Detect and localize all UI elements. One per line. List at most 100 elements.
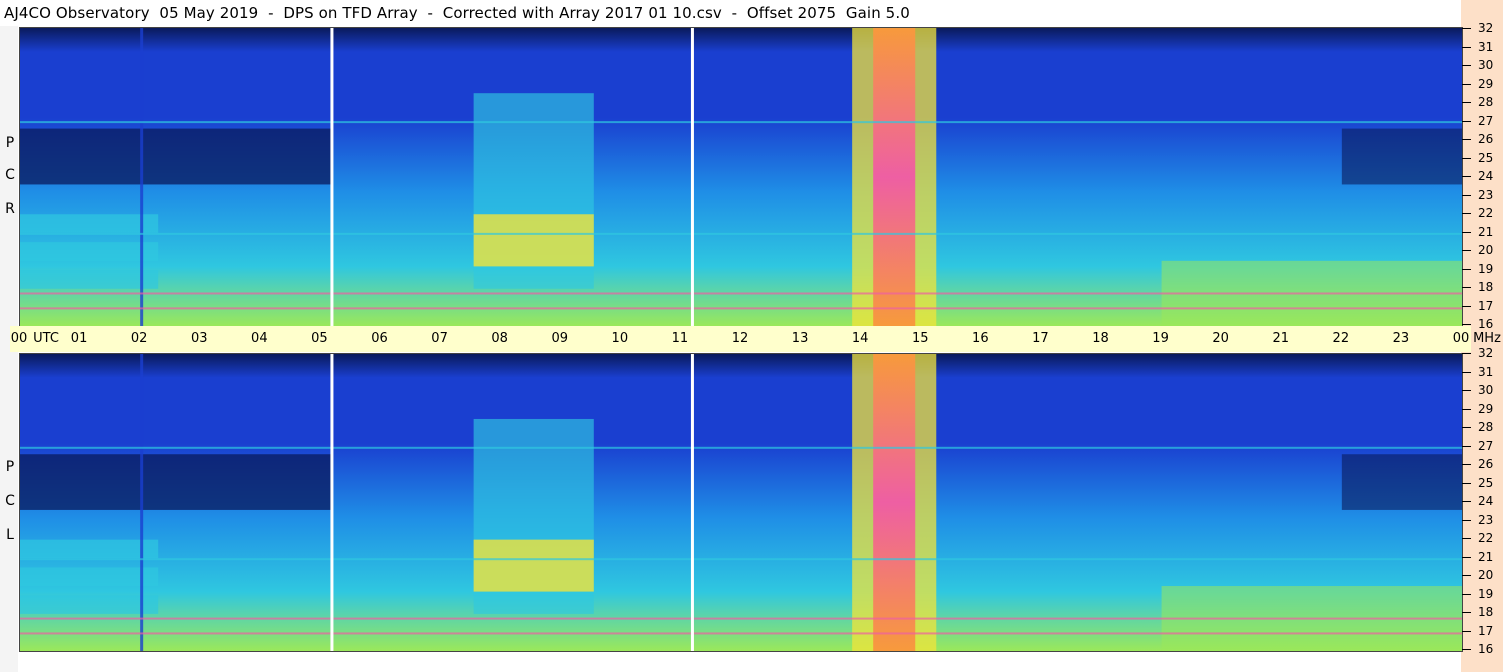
dark-column-02 [140,354,144,651]
rcp-letter-c: C [5,167,15,183]
freq-tick-label: 30 [1478,58,1494,72]
freq-tick [1462,231,1471,233]
freq-tick [1462,139,1471,140]
lcp-letter-c: C [5,493,15,509]
time-tick-label: 12 [731,331,749,346]
freq-tick-label: 20 [1478,568,1494,582]
data-gap-1 [690,28,694,326]
main-burst [873,354,916,651]
freq-tick-label: 23 [1478,187,1494,202]
secondary-band-core [473,214,594,267]
time-tick-label: 10 [611,331,629,346]
time-tick-label: 04 [251,331,268,346]
time-tick-label: 00 [10,331,28,346]
freq-tick-label: 19 [1478,261,1494,276]
time-tick-label: 11 [671,331,689,346]
freq-tick [1462,353,1471,354]
freq-tick-label: 25 [1478,475,1494,490]
freq-tick [1462,287,1471,288]
main-burst [873,28,916,326]
freq-tick-label: 17 [1478,623,1494,638]
left-margin [0,26,18,672]
lcp-letter-p: L [6,527,14,543]
freq-tick-label: 22 [1478,531,1494,545]
time-tick-label: 01 [70,331,88,346]
freq-tick-label: 22 [1478,206,1494,220]
freq-tick [1462,250,1471,251]
freq-tick [1462,194,1471,196]
data-gap-1 [690,354,694,651]
time-tick-label: 23 [1392,331,1410,346]
mhz-label: MHz [1473,331,1501,346]
freq-tick [1462,427,1471,428]
freq-tick [1462,630,1471,632]
rfi-line-2 [20,558,1462,561]
freq-tick-label: 26 [1478,132,1494,146]
freq-tick-label: 32 [1478,346,1494,360]
time-tick-label: 18 [1092,331,1109,346]
freq-tick [1462,593,1471,595]
rcp-letter-p: R [5,201,15,217]
freq-tick-label: 29 [1478,401,1494,416]
time-tick-label: 07 [431,331,448,346]
time-tick-label: 22 [1332,331,1350,346]
freq-tick [1462,324,1471,325]
freq-tick-label: 31 [1478,39,1494,54]
dark-band-early [20,454,333,510]
time-axis: 00 01 02 03 04 05 06 07 08 09 10 11 12 13 14 15 16 17 18 19… [10,326,1501,352]
early-band-1 [20,567,159,587]
freq-tick-label: 17 [1478,298,1494,313]
lcp-letter-l: P [5,459,15,475]
rcp-spectrogram [19,27,1463,327]
freq-tick-label: 29 [1478,76,1494,91]
freq-tick-label: 25 [1478,150,1494,165]
freq-tick [1462,464,1471,465]
early-band-2 [20,270,159,289]
freq-tick-label: 32 [1478,21,1494,35]
time-tick-label: 16 [972,331,989,346]
freq-tick [1462,28,1471,29]
freq-tick [1462,538,1471,539]
early-band-0 [20,214,159,233]
time-tick-label: 09 [551,331,569,346]
freq-tick-label: 26 [1478,457,1494,471]
freq-tick [1462,649,1471,650]
freq-tick [1462,213,1471,214]
freq-tick-label: 16 [1478,317,1494,331]
dark-band-late [1341,454,1462,510]
utc-label: UTC [33,331,59,346]
time-tick-label: 15 [911,331,929,346]
data-gap-0 [330,28,334,326]
freq-tick-label: 18 [1478,280,1494,294]
freq-tick [1462,519,1471,521]
freq-tick-label: 16 [1478,642,1494,656]
rfi-line-0 [20,632,1462,635]
freq-tick-label: 28 [1478,95,1494,109]
time-tick-label: 06 [371,331,388,346]
dark-column-02 [140,28,144,326]
time-tick-label: 00 [1452,331,1470,346]
freq-tick [1462,371,1471,373]
time-tick-label: 17 [1032,331,1049,346]
freq-tick-label: 19 [1478,586,1494,601]
time-tick-label: 05 [311,331,328,346]
rcp-letter-r: P [5,135,15,151]
freq-tick-label: 28 [1478,420,1494,434]
freq-tick [1462,501,1471,502]
rfi-line-3 [20,446,1462,449]
rfi-line-1 [20,617,1462,620]
data-gap-0 [330,354,334,651]
freq-tick-label: 27 [1478,438,1494,453]
freq-tick [1462,83,1471,85]
time-tick-label: 21 [1272,331,1290,346]
dark-band-late [1341,128,1462,185]
freq-tick-label: 20 [1478,243,1494,257]
freq-tick-label: 21 [1478,549,1494,564]
early-band-2 [20,595,159,614]
freq-tick [1462,46,1471,48]
time-tick-label: 08 [491,331,508,346]
freq-tick [1462,556,1471,558]
rcp-heatmap [20,28,1462,326]
freq-tick [1462,120,1471,122]
freq-tick [1462,445,1471,447]
